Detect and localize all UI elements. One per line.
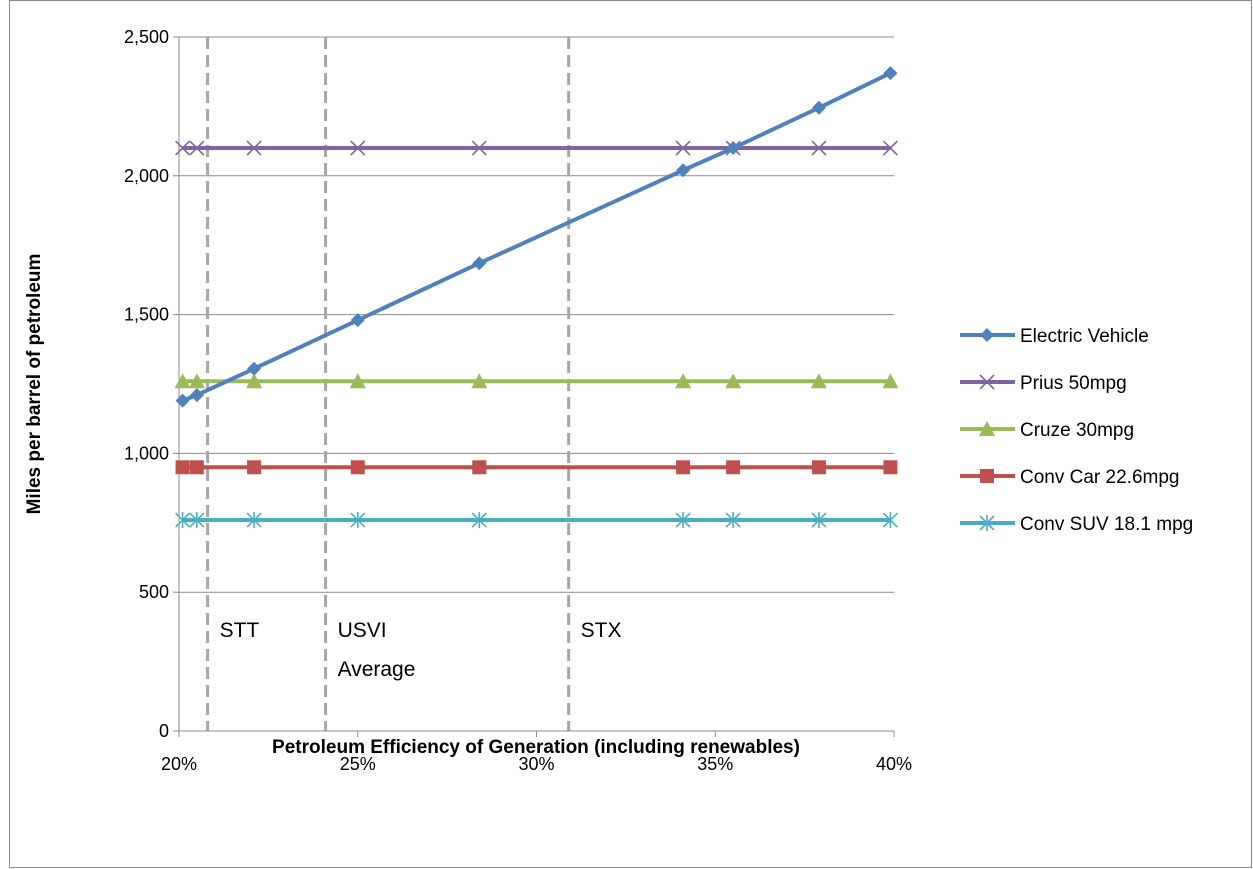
- series-group: [174, 66, 899, 529]
- data-point: [882, 512, 898, 529]
- data-point: [175, 512, 191, 529]
- data-point: [189, 460, 204, 475]
- marker-stroke: [246, 140, 262, 156]
- series-conv-car-22-6mpg: [175, 460, 898, 475]
- data-point: [471, 373, 488, 389]
- marker-stroke: [350, 140, 366, 156]
- legend-entry: Electric Vehicle: [960, 326, 1149, 347]
- data-point: [882, 140, 898, 156]
- data-point: [175, 140, 191, 156]
- y-axis-title: Miles per barrel of petroleum: [24, 254, 45, 515]
- data-point: [247, 361, 262, 376]
- y-tick-label: 1,000: [124, 443, 169, 463]
- gridlines: [179, 36, 894, 593]
- legend-entry: Prius 50mpg: [960, 373, 1127, 394]
- data-point: [175, 393, 190, 408]
- series-prius-50mpg: [175, 140, 898, 156]
- marker-stroke: [471, 140, 487, 156]
- legend-label: Conv Car 22.6mpg: [1020, 467, 1179, 488]
- legend-entry: Conv Car 22.6mpg: [960, 467, 1179, 488]
- data-point: [726, 141, 741, 156]
- data-point: [247, 460, 262, 475]
- reference-label: STX: [581, 619, 622, 642]
- data-point: [979, 374, 995, 390]
- marker-stroke: [189, 140, 205, 156]
- marker-stroke: [811, 140, 827, 156]
- legend-label: Cruze 30mpg: [1020, 420, 1134, 441]
- data-point: [725, 512, 741, 529]
- axes: [173, 36, 895, 737]
- data-point: [979, 515, 995, 531]
- x-tick-label: 40%: [876, 754, 912, 774]
- data-point: [350, 140, 366, 156]
- data-point: [350, 512, 366, 529]
- data-point: [726, 460, 741, 475]
- data-point: [350, 460, 365, 475]
- series-line: [181, 71, 892, 403]
- data-point: [246, 140, 262, 156]
- data-point: [675, 140, 691, 156]
- data-point: [675, 512, 691, 529]
- data-point: [471, 512, 487, 529]
- data-point: [349, 373, 366, 389]
- data-point: [676, 460, 691, 475]
- legend-label: Conv SUV 18.1 mpg: [1020, 514, 1193, 535]
- chart-frame: [9, 0, 1252, 868]
- data-point: [676, 163, 691, 178]
- data-point: [882, 373, 899, 389]
- data-point: [810, 373, 827, 389]
- data-point: [811, 100, 826, 115]
- y-tick-label: 500: [139, 582, 169, 602]
- legend-label: Prius 50mpg: [1020, 373, 1127, 394]
- y-tick-label: 0: [159, 721, 169, 741]
- x-tick-label: 35%: [697, 754, 733, 774]
- reference-label: STT: [220, 619, 260, 642]
- legend-entry: Cruze 30mpg: [960, 420, 1134, 441]
- data-point: [188, 373, 205, 389]
- series-cruze-30mpg: [174, 373, 899, 389]
- tick-labels: 0 500 1,000 1,500 2,000 2,500 20% 25% 30% 35% 40%: [124, 27, 912, 774]
- marker-stroke: [979, 374, 995, 390]
- y-tick-label: 2,000: [124, 166, 169, 186]
- data-point: [675, 373, 692, 389]
- reference-label: USVI: [338, 619, 387, 642]
- data-point: [980, 328, 994, 342]
- marker-stroke: [882, 140, 898, 156]
- data-point: [472, 256, 487, 271]
- data-point: [471, 140, 487, 156]
- legend-entry: Conv SUV 18.1 mpg: [960, 514, 1193, 535]
- data-point: [472, 460, 487, 475]
- data-point: [189, 512, 205, 529]
- data-point: [883, 460, 898, 475]
- reference-lines: STT USVI Average STX: [206, 37, 622, 731]
- data-point: [350, 313, 365, 328]
- x-axis-title: Petroleum Efficiency of Generation (incl…: [272, 737, 800, 758]
- data-point: [725, 373, 742, 389]
- y-tick-label: 1,500: [124, 305, 169, 325]
- legend: Electric Vehicle Prius 50mpg Cruze 30mpg Co…: [960, 326, 1193, 535]
- data-point: [811, 460, 826, 475]
- data-point: [979, 421, 995, 436]
- data-point: [189, 140, 205, 156]
- data-point: [883, 66, 898, 81]
- reference-label: Average: [338, 658, 416, 681]
- series-conv-suv-18-1-mpg: [175, 512, 898, 529]
- x-tick-label: 25%: [340, 754, 376, 774]
- data-point: [189, 388, 204, 403]
- data-point: [811, 140, 827, 156]
- data-point: [246, 373, 263, 389]
- x-tick-label: 20%: [161, 754, 197, 774]
- data-point: [980, 469, 994, 483]
- y-tick-label: 2,500: [124, 27, 169, 47]
- legend-label: Electric Vehicle: [1020, 326, 1149, 347]
- marker-stroke: [675, 140, 691, 156]
- data-point: [246, 512, 262, 529]
- data-point: [811, 512, 827, 529]
- series-electric-vehicle: [175, 66, 898, 408]
- x-tick-label: 30%: [518, 754, 554, 774]
- marker-stroke: [175, 140, 191, 156]
- data-point: [175, 460, 190, 475]
- data-point: [174, 373, 191, 389]
